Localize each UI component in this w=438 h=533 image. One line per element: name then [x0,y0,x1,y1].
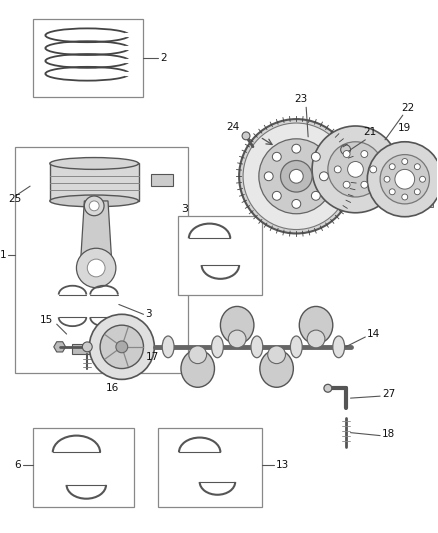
Ellipse shape [260,350,293,387]
Ellipse shape [50,158,138,169]
Text: 27: 27 [382,389,396,399]
Circle shape [328,142,383,197]
Circle shape [420,176,425,182]
Text: 16: 16 [105,383,119,393]
Circle shape [361,181,368,188]
Text: 15: 15 [39,315,53,325]
Circle shape [370,166,377,173]
Circle shape [367,142,438,217]
Bar [15,147,188,374]
Circle shape [272,191,281,200]
Text: 25: 25 [8,194,21,204]
Circle shape [361,150,368,157]
Circle shape [280,160,312,192]
Bar [33,427,134,506]
Text: 1: 1 [0,250,7,260]
Bar [423,197,433,207]
Bar [152,174,173,186]
Ellipse shape [212,336,223,358]
Circle shape [312,126,399,213]
Circle shape [189,346,207,364]
Circle shape [389,189,395,195]
Bar [178,216,262,295]
Text: 17: 17 [145,352,159,362]
Bar [158,427,262,506]
Circle shape [324,384,332,392]
Circle shape [77,248,116,288]
Circle shape [116,341,128,353]
Circle shape [341,145,350,155]
Circle shape [82,342,92,352]
Circle shape [290,169,303,183]
Text: 18: 18 [382,429,396,439]
Ellipse shape [251,336,263,358]
Text: 2: 2 [160,53,167,63]
Circle shape [228,330,246,348]
Circle shape [402,158,408,165]
Circle shape [395,169,415,189]
Text: 6: 6 [14,460,21,470]
Circle shape [389,164,395,169]
Circle shape [243,123,350,230]
Text: 19: 19 [398,123,411,133]
Circle shape [414,164,420,169]
Polygon shape [54,342,66,352]
Ellipse shape [220,306,254,344]
Circle shape [87,259,105,277]
Circle shape [311,191,320,200]
Text: 3: 3 [181,204,188,214]
Text: 23: 23 [295,94,308,104]
Text: 21: 21 [364,127,377,137]
Circle shape [307,330,325,348]
Circle shape [268,346,286,364]
Circle shape [85,196,104,216]
Polygon shape [81,201,112,270]
Bar [73,344,102,354]
Circle shape [343,181,350,188]
Circle shape [272,152,281,161]
Ellipse shape [162,336,174,358]
Bar [33,19,144,98]
Circle shape [89,201,99,211]
Text: 13: 13 [276,460,289,470]
Circle shape [343,150,350,157]
Circle shape [319,172,328,181]
Ellipse shape [299,306,333,344]
Circle shape [239,119,353,233]
Circle shape [402,194,408,200]
Ellipse shape [50,195,138,207]
Circle shape [242,132,250,140]
Circle shape [414,189,420,195]
Circle shape [384,176,390,182]
Bar [50,164,138,201]
Ellipse shape [181,350,215,387]
Circle shape [348,161,364,177]
Text: 3: 3 [145,309,152,319]
Ellipse shape [290,336,302,358]
Circle shape [334,166,341,173]
Text: 22: 22 [401,103,414,113]
Circle shape [259,139,334,214]
Circle shape [89,314,154,379]
Circle shape [264,172,273,181]
Text: 24: 24 [226,122,240,132]
Ellipse shape [333,336,345,358]
Circle shape [292,199,301,208]
Bar [377,151,387,161]
Circle shape [380,155,429,204]
Circle shape [311,152,320,161]
Text: 14: 14 [367,329,381,339]
Circle shape [292,144,301,153]
Circle shape [100,325,144,368]
